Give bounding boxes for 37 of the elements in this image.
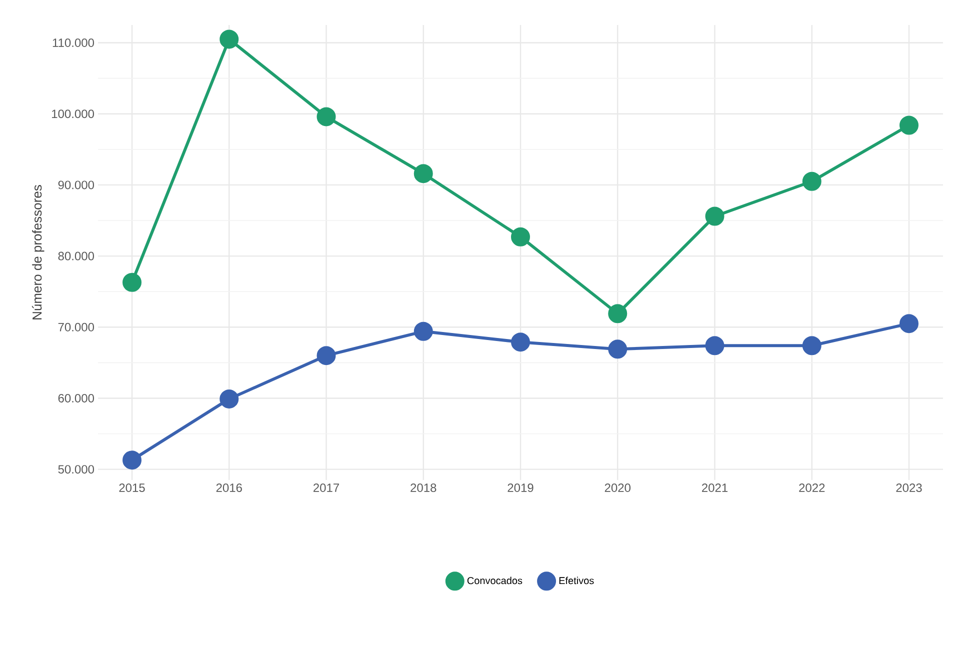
point [122, 272, 142, 292]
y-tick-label: 90.000 [58, 180, 94, 190]
legend-label: Efetivos [559, 576, 594, 584]
point [705, 206, 724, 226]
point [705, 336, 724, 356]
point [900, 314, 918, 334]
legend-label: Convocados [467, 576, 522, 584]
point [316, 107, 336, 126]
x-tick-label: 2016 [216, 484, 242, 492]
point [220, 389, 239, 408]
point [414, 322, 433, 341]
point [220, 30, 239, 49]
point [802, 172, 822, 191]
x-tick-label: 2017 [314, 484, 339, 492]
x-tick-label: 2022 [799, 484, 825, 492]
x-tick-label: 2019 [508, 484, 534, 492]
y-axis-title: Número de professores [32, 185, 44, 320]
point [802, 336, 822, 356]
x-tick-label: 2021 [702, 484, 728, 492]
point [511, 332, 530, 352]
point [316, 346, 336, 366]
point [900, 116, 918, 135]
x-tick-label: 2018 [410, 484, 436, 492]
point [511, 227, 530, 246]
y-tick-label: 50.000 [58, 465, 94, 474]
x-tick-label: 2015 [119, 484, 145, 492]
x-tick-label: 2020 [604, 484, 631, 492]
point [608, 340, 628, 359]
point [122, 450, 142, 470]
y-tick-label: 110.000 [52, 38, 94, 48]
y-tick-label: 70.000 [58, 322, 94, 332]
point [608, 304, 628, 324]
point [414, 164, 433, 184]
y-tick-label: 60.000 [58, 394, 94, 402]
x-tick-label: 2023 [896, 484, 922, 492]
y-tick-label: 80.000 [58, 252, 94, 260]
y-tick-label: 100.000 [52, 110, 94, 118]
